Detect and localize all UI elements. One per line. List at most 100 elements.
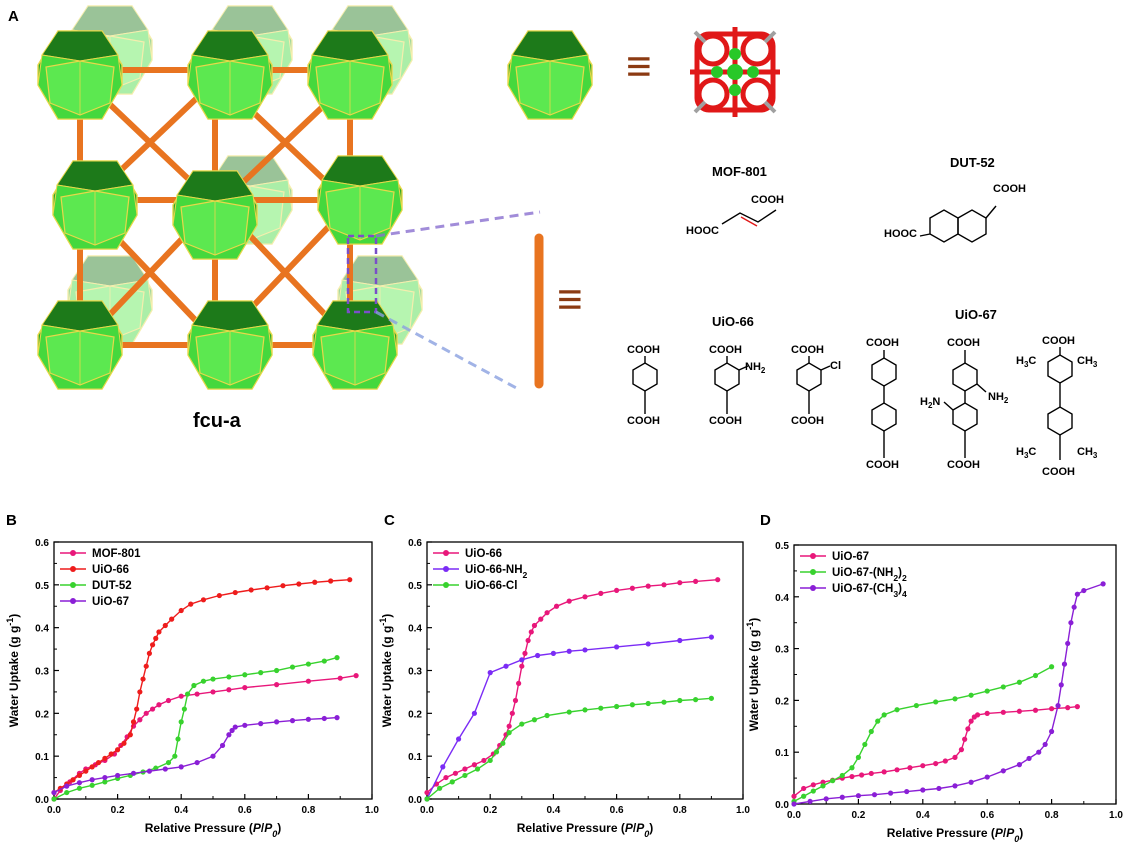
- legend-label: MOF-801: [92, 548, 141, 560]
- data-point: [801, 793, 807, 799]
- y-tick-label: 0.4: [775, 593, 789, 604]
- data-point: [437, 785, 443, 791]
- data-point: [296, 581, 302, 587]
- data-point: [868, 728, 874, 735]
- x-tick-label: 1.0: [365, 805, 379, 816]
- data-point: [1016, 708, 1023, 714]
- x-tick-label: 0.8: [673, 805, 687, 816]
- uio67-nh2-cooh-top: COOH: [947, 337, 980, 349]
- uio66-nh2-group: NH2: [745, 361, 766, 376]
- data-point: [1000, 768, 1006, 774]
- data-point: [1058, 682, 1064, 688]
- data-point: [452, 770, 459, 776]
- data-point: [200, 678, 207, 684]
- data-point: [598, 590, 604, 597]
- series-line: [793, 583, 1104, 805]
- data-point: [629, 702, 636, 708]
- data-point: [677, 697, 683, 704]
- data-point: [984, 710, 990, 716]
- data-point: [942, 758, 948, 764]
- data-point: [1081, 587, 1087, 594]
- data-point: [849, 765, 855, 771]
- y-tick-label: 0.0: [35, 795, 49, 806]
- y-tick-label: 0.3: [408, 667, 422, 678]
- data-point: [839, 772, 845, 779]
- legend-label: UiO-66-Cl: [465, 580, 517, 592]
- y-axis-title: Water Uptake (g g-1): [745, 618, 761, 732]
- x-tick-label: 0.6: [980, 810, 994, 821]
- data-point: [172, 753, 178, 759]
- data-point: [242, 722, 248, 728]
- data-point: [968, 718, 974, 724]
- data-point: [708, 634, 715, 640]
- data-point: [693, 697, 699, 703]
- data-point: [506, 723, 512, 729]
- data-point: [904, 788, 910, 795]
- structure-label: fcu-a: [193, 410, 241, 432]
- uio67-nh2-right: NH2: [988, 391, 1009, 406]
- data-point: [531, 622, 538, 629]
- y-axis-title: Water Uptake (g g-1): [5, 614, 21, 728]
- data-point: [258, 721, 264, 727]
- data-point: [1100, 581, 1106, 587]
- data-point: [274, 682, 280, 688]
- data-point: [64, 783, 70, 789]
- data-point: [191, 682, 197, 689]
- legend-swatch-marker: [70, 598, 76, 604]
- data-point: [920, 787, 926, 793]
- data-point: [566, 648, 572, 654]
- y-tick-label: 0.5: [775, 541, 789, 552]
- nh2-subscript: 2: [760, 366, 766, 376]
- series-line: [426, 579, 718, 794]
- data-point: [264, 585, 270, 591]
- data-point: [487, 757, 493, 764]
- x-tick-label: 0.4: [916, 810, 930, 821]
- data-point: [933, 760, 939, 767]
- legend-label: UiO-66: [92, 564, 129, 576]
- data-point: [153, 635, 159, 641]
- data-point: [881, 769, 887, 775]
- series-2: DUT-52: [51, 580, 340, 802]
- data-point: [614, 587, 620, 594]
- data-point: [487, 670, 493, 676]
- panel-label-a: A: [8, 8, 19, 25]
- data-point: [859, 772, 865, 778]
- x-tick-label: 0.0: [787, 810, 801, 821]
- data-point: [321, 715, 327, 722]
- uio67-h2n-left: H2N: [920, 396, 941, 411]
- data-point: [509, 710, 515, 716]
- data-point: [242, 685, 248, 691]
- data-point: [1032, 707, 1039, 713]
- h3-subscript: 3: [1023, 360, 1029, 370]
- data-point: [305, 678, 311, 684]
- data-point: [274, 667, 280, 674]
- data-point: [156, 629, 162, 635]
- data-point: [582, 594, 588, 600]
- uio67-h3c-bottom: H3C: [1016, 446, 1037, 461]
- data-point: [920, 763, 926, 769]
- series-3: UiO-67: [51, 596, 340, 796]
- data-point: [566, 709, 572, 715]
- uio67-h3c-top: H3C: [1016, 355, 1037, 370]
- data-point: [839, 794, 845, 800]
- data-point: [535, 652, 541, 659]
- data-point: [424, 789, 430, 796]
- series-line: [426, 636, 712, 800]
- data-point: [353, 673, 359, 679]
- data-point: [881, 712, 887, 718]
- data-point: [188, 601, 194, 607]
- data-point: [952, 783, 958, 789]
- data-point: [661, 699, 667, 705]
- data-point: [875, 718, 881, 724]
- data-point: [219, 742, 226, 749]
- data-point: [582, 707, 588, 713]
- series-line: [793, 705, 1078, 797]
- data-point: [1016, 762, 1023, 768]
- legend-label: UiO-67: [92, 596, 129, 608]
- data-point: [974, 712, 981, 718]
- data-point: [598, 705, 604, 711]
- y-tick-label: 0.6: [35, 538, 49, 549]
- data-point: [162, 766, 168, 772]
- x-tick-label: 0.6: [610, 805, 624, 816]
